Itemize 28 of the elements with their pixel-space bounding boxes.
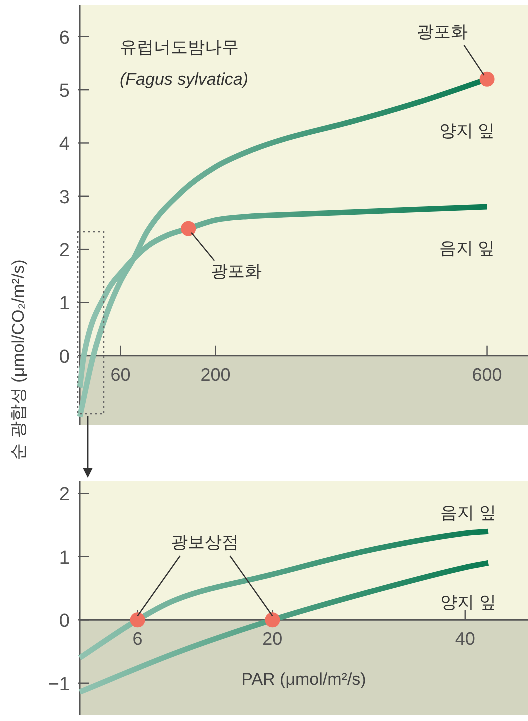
- x-tick-label: 60: [110, 364, 131, 385]
- series-label: 양지 잎: [439, 121, 496, 140]
- y-tick-label: 0: [59, 611, 70, 632]
- y-tick-label: 6: [59, 28, 70, 49]
- x-tick-label: 6: [132, 629, 143, 650]
- y-tick-label: 0: [59, 346, 70, 368]
- x-tick-label: 40: [455, 629, 476, 650]
- y-tick-label: 1: [59, 294, 70, 315]
- y-tick-label: 4: [59, 134, 70, 156]
- annotation: 유럽너도밤나무: [120, 38, 239, 57]
- series-label: 음지 잎: [440, 504, 496, 523]
- series-label: 음지 잎: [439, 239, 496, 258]
- annotation: 광보상점: [171, 533, 240, 552]
- y-tick-label: 2: [59, 240, 70, 262]
- series-label: 양지 잎: [440, 593, 496, 612]
- y-tick-label: 3: [59, 187, 70, 208]
- x-axis-title: PAR (μmol/m²/s): [242, 670, 366, 689]
- y-tick-label: 2: [59, 484, 70, 506]
- x-tick-label: 20: [262, 629, 283, 650]
- annotation: 광포화: [416, 22, 468, 42]
- annotation: 광포화: [211, 262, 262, 281]
- y-tick-label: 5: [59, 81, 70, 102]
- y-tick-label: −1: [48, 674, 70, 696]
- x-tick-label: 600: [472, 364, 502, 385]
- x-tick-label: 200: [200, 364, 231, 385]
- y-axis-title: 순 광합성 (μmol/CO₂/m²/s): [9, 260, 28, 460]
- y-tick-label: 1: [59, 548, 70, 569]
- annotation: (Fagus sylvatica): [120, 70, 248, 89]
